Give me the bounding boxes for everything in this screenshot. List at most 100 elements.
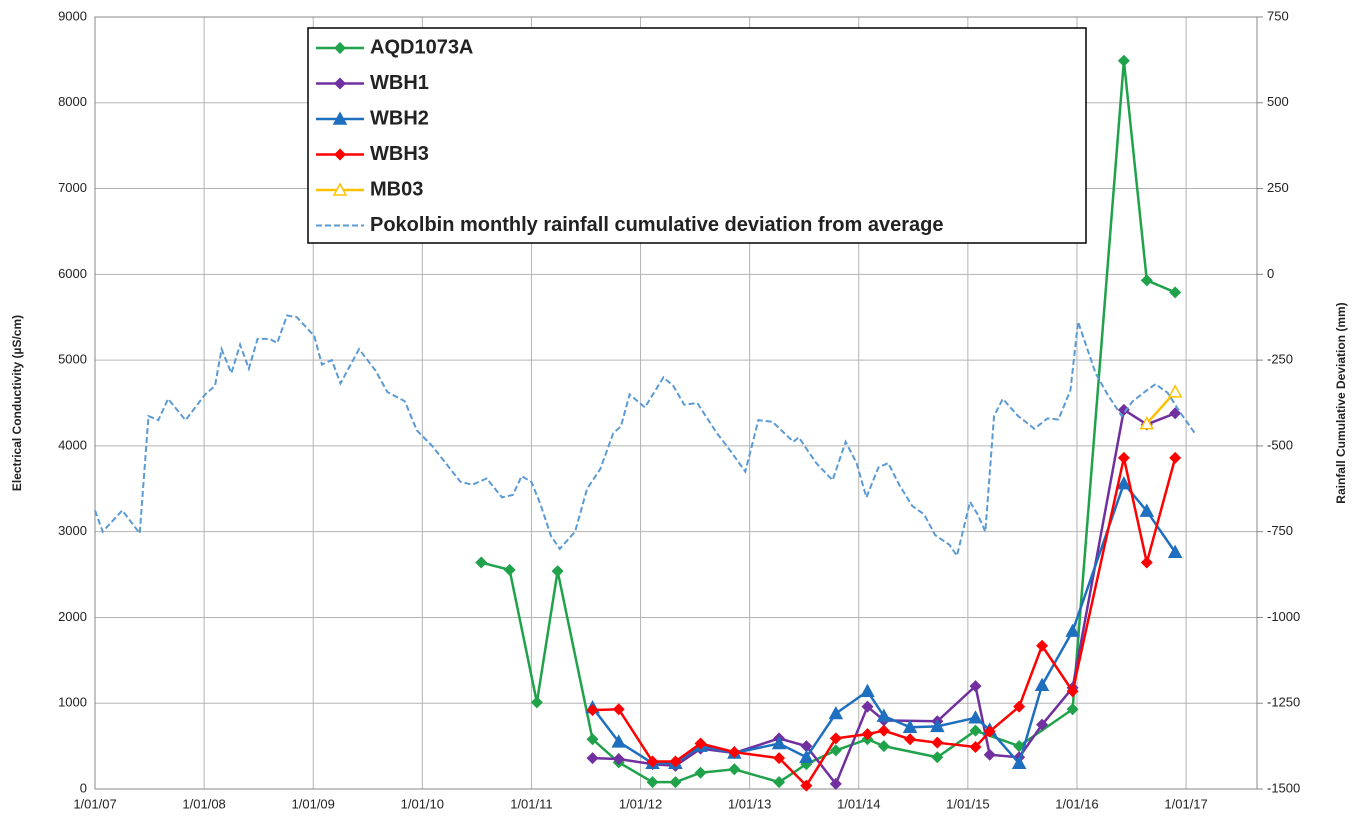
marker bbox=[800, 779, 813, 792]
marker bbox=[1167, 544, 1183, 559]
marker bbox=[829, 732, 842, 745]
marker bbox=[1011, 755, 1027, 770]
marker bbox=[930, 718, 945, 733]
marker bbox=[931, 736, 944, 749]
marker bbox=[902, 719, 918, 733]
marker bbox=[877, 724, 890, 737]
marker bbox=[694, 737, 707, 750]
marker bbox=[829, 744, 842, 757]
marker bbox=[968, 710, 983, 724]
y2-axis-title: Rainfall Cumulative Deviation (mm) bbox=[1334, 302, 1348, 503]
marker bbox=[1140, 556, 1153, 569]
x-tick-label: 1/01/15 bbox=[946, 796, 989, 811]
marker bbox=[969, 680, 982, 693]
legend-marker bbox=[334, 148, 346, 161]
marker bbox=[1065, 623, 1080, 637]
marker bbox=[876, 708, 892, 722]
marker bbox=[771, 735, 787, 750]
marker bbox=[1139, 416, 1155, 430]
marker bbox=[904, 733, 917, 746]
y-tick-label: 5000 bbox=[58, 352, 87, 367]
legend-label: Pokolbin monthly rainfall cumulative dev… bbox=[370, 214, 943, 236]
marker bbox=[983, 725, 996, 738]
marker bbox=[829, 777, 842, 790]
y-tick-label: 6000 bbox=[58, 266, 87, 281]
marker bbox=[646, 776, 659, 789]
marker bbox=[1013, 700, 1026, 713]
marker bbox=[530, 696, 543, 709]
y-tick-label: 1000 bbox=[58, 695, 87, 710]
marker bbox=[1117, 54, 1130, 67]
marker bbox=[1066, 685, 1079, 698]
marker bbox=[773, 752, 786, 765]
marker bbox=[969, 724, 982, 737]
marker bbox=[1169, 451, 1182, 464]
y-axis-title: Electrical Conductivity (µS/cm) bbox=[10, 315, 24, 491]
marker bbox=[800, 740, 813, 753]
rainfall-line bbox=[94, 314, 1196, 559]
y-tick-label: 4000 bbox=[58, 437, 87, 452]
marker bbox=[728, 746, 741, 759]
legend-label: MB03 bbox=[370, 178, 423, 200]
marker bbox=[612, 703, 625, 716]
x-tick-label: 1/01/16 bbox=[1055, 796, 1098, 811]
marker bbox=[877, 740, 890, 753]
plot-frame bbox=[94, 16, 1258, 790]
legend-box bbox=[307, 27, 1087, 244]
marker bbox=[983, 748, 996, 761]
marker bbox=[1117, 403, 1130, 416]
y-tick-label: 9000 bbox=[58, 8, 87, 23]
marker bbox=[773, 776, 786, 789]
marker bbox=[728, 763, 741, 776]
marker bbox=[1036, 639, 1049, 652]
marker bbox=[1169, 286, 1182, 299]
marker bbox=[669, 755, 682, 768]
marker bbox=[475, 556, 488, 569]
x-tick-label: 1/01/11 bbox=[510, 796, 552, 811]
legend-marker bbox=[334, 77, 346, 90]
marker bbox=[612, 752, 625, 765]
y2-tick-label: -250 bbox=[1267, 352, 1293, 367]
legend-marker bbox=[334, 42, 346, 54]
legend-label: WBH1 bbox=[370, 72, 429, 94]
marker bbox=[1167, 384, 1183, 398]
marker bbox=[1034, 677, 1050, 691]
legend-label: WBH2 bbox=[370, 107, 429, 129]
y2-tick-label: 0 bbox=[1267, 266, 1274, 281]
marker bbox=[611, 734, 626, 748]
marker bbox=[861, 728, 874, 741]
x-tick-label: 1/01/09 bbox=[292, 796, 335, 811]
marker bbox=[1066, 703, 1079, 716]
marker bbox=[1013, 740, 1026, 753]
legend-marker bbox=[332, 182, 348, 196]
marker bbox=[969, 740, 982, 753]
marker bbox=[1116, 476, 1132, 490]
y2-tick-label: -1500 bbox=[1267, 780, 1300, 795]
marker bbox=[1139, 503, 1155, 517]
x-tick-label: 1/01/17 bbox=[1164, 796, 1207, 811]
y2-tick-label: 750 bbox=[1267, 8, 1289, 23]
y-tick-label: 8000 bbox=[58, 94, 87, 109]
y2-tick-label: 500 bbox=[1267, 94, 1289, 109]
marker bbox=[551, 565, 564, 578]
marker bbox=[861, 700, 874, 713]
x-tick-label: 1/01/08 bbox=[182, 796, 225, 811]
y-tick-label: 0 bbox=[80, 780, 87, 795]
y-tick-label: 2000 bbox=[58, 609, 87, 624]
legend-label: AQD1073A bbox=[370, 36, 473, 58]
marker bbox=[586, 733, 599, 746]
marker bbox=[503, 563, 516, 576]
x-tick-label: 1/01/07 bbox=[73, 796, 116, 811]
marker bbox=[828, 705, 844, 720]
marker bbox=[586, 752, 599, 765]
marker bbox=[799, 749, 814, 764]
marker bbox=[646, 755, 659, 768]
y2-tick-label: -750 bbox=[1267, 523, 1293, 538]
x-tick-label: 1/01/14 bbox=[837, 796, 880, 811]
marker bbox=[669, 776, 682, 789]
x-tick-label: 1/01/12 bbox=[619, 796, 662, 811]
legend-marker bbox=[332, 111, 348, 125]
marker bbox=[1036, 718, 1049, 731]
